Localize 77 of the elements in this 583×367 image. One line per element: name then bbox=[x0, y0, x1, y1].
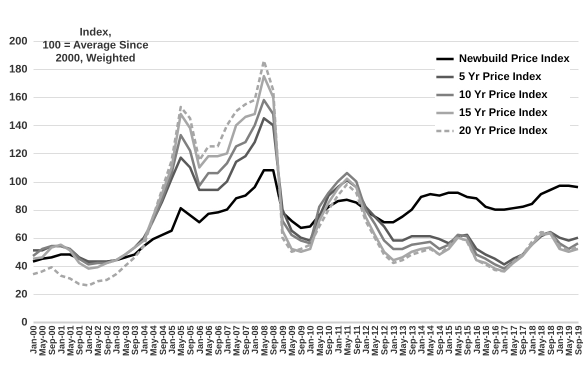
x-tick-label: Jan-05 bbox=[167, 326, 178, 354]
x-tick-label: Sep-00 bbox=[47, 326, 58, 356]
x-tick-label: Jan-19 bbox=[555, 326, 566, 354]
x-tick-label: Jan-18 bbox=[527, 326, 538, 354]
legend-label: 10 Yr Price Index bbox=[459, 89, 548, 101]
x-tick-label: Jan-08 bbox=[250, 326, 260, 354]
x-tick-label: Sep-19 bbox=[574, 326, 583, 356]
x-tick-label: Sep-13 bbox=[407, 326, 418, 356]
x-tick-label: Jan-13 bbox=[388, 326, 399, 354]
x-tick-label: May-11 bbox=[342, 326, 352, 356]
y-tick-label: 140 bbox=[9, 120, 28, 132]
x-tick-label: Jan-01 bbox=[56, 326, 66, 354]
x-tick-label: Sep-03 bbox=[130, 326, 140, 356]
y-axis-title: Index, 100 = Average Since 2000, Weighted bbox=[42, 26, 148, 64]
legend-label: Newbuild Price Index bbox=[459, 53, 571, 65]
y-tick-label: 100 bbox=[9, 176, 28, 188]
x-tick-label: May-04 bbox=[148, 326, 159, 356]
x-tick-label: May-08 bbox=[259, 326, 270, 356]
x-tick-label: Jan-00 bbox=[28, 326, 38, 354]
x-tick-label: May-13 bbox=[398, 326, 408, 356]
x-tick-label: Jan-02 bbox=[84, 326, 94, 354]
y-tick-label: 80 bbox=[15, 204, 28, 216]
x-tick-label: Jan-10 bbox=[306, 326, 316, 354]
y-tick-label: 0 bbox=[21, 316, 28, 328]
x-tick-label: Sep-09 bbox=[296, 326, 306, 356]
x-tick-label: Jan-12 bbox=[361, 326, 372, 354]
x-tick-label: Sep-08 bbox=[268, 326, 279, 356]
x-tick-label: Jan-16 bbox=[472, 326, 482, 354]
y-tick-label: 120 bbox=[9, 148, 28, 160]
legend-label: 15 Yr Price Index bbox=[459, 107, 548, 119]
x-tick-label: May-19 bbox=[564, 326, 574, 356]
x-tick-label: Jan-15 bbox=[444, 326, 454, 354]
x-tick-label: Sep-04 bbox=[158, 326, 168, 356]
x-tick-label: May-01 bbox=[65, 326, 76, 356]
x-tick-label: May-03 bbox=[120, 326, 131, 356]
x-tick-label: Jan-17 bbox=[500, 326, 510, 354]
x-tick-label: Sep-02 bbox=[102, 326, 112, 356]
x-tick-label: May-18 bbox=[536, 326, 546, 356]
x-tick-label: May-07 bbox=[232, 326, 242, 356]
x-tick-label: May-09 bbox=[287, 326, 298, 356]
y-tick-label: 20 bbox=[15, 288, 28, 300]
x-tick-label: Jan-04 bbox=[139, 326, 150, 354]
x-tick-label: Sep-11 bbox=[352, 326, 362, 355]
x-tick-label: Jan-03 bbox=[112, 326, 122, 354]
x-tick-label: Sep-16 bbox=[490, 326, 500, 356]
x-tick-label: May-05 bbox=[176, 326, 186, 356]
x-tick-label: May-06 bbox=[204, 326, 214, 356]
x-tick-label: Sep-14 bbox=[434, 326, 445, 356]
x-tick-label: Sep-06 bbox=[213, 326, 224, 356]
y-tick-label: 200 bbox=[9, 36, 28, 48]
x-tick-label: Sep-18 bbox=[546, 326, 556, 356]
y-tick-label: 60 bbox=[15, 232, 28, 244]
x-tick-label: May-12 bbox=[370, 326, 380, 356]
x-tick-label: May-02 bbox=[93, 326, 104, 356]
x-tick-label: Sep-12 bbox=[380, 326, 390, 356]
x-tick-label: Sep-15 bbox=[462, 326, 473, 356]
x-tick-label: Sep-07 bbox=[240, 326, 251, 356]
x-tick-label: Sep-01 bbox=[74, 326, 85, 356]
x-tick-label: Jan-14 bbox=[416, 326, 427, 354]
x-tick-label: May-10 bbox=[314, 326, 325, 356]
y-tick-label: 160 bbox=[9, 92, 28, 104]
x-tick-label: May-14 bbox=[426, 326, 436, 356]
legend-label: 20 Yr Price Index bbox=[459, 125, 548, 137]
y-tick-label: 40 bbox=[15, 260, 28, 272]
x-tick-label: Jan-09 bbox=[278, 326, 288, 354]
x-tick-label: Sep-17 bbox=[518, 326, 528, 356]
x-tick-label: Jan-06 bbox=[194, 326, 205, 354]
x-tick-label: Sep-05 bbox=[186, 326, 196, 356]
x-tick-label: Jan-11 bbox=[333, 326, 344, 354]
legend-label: 5 Yr Price Index bbox=[459, 71, 542, 83]
x-tick-label: May-17 bbox=[508, 326, 519, 356]
x-tick-label: Sep-10 bbox=[324, 326, 334, 356]
x-tick-label: May-15 bbox=[453, 326, 464, 356]
x-tick-label: Jan-07 bbox=[222, 326, 233, 354]
y-tick-label: 180 bbox=[9, 64, 28, 76]
x-tick-label: May-16 bbox=[481, 326, 492, 356]
x-tick-label: May-00 bbox=[38, 326, 48, 356]
